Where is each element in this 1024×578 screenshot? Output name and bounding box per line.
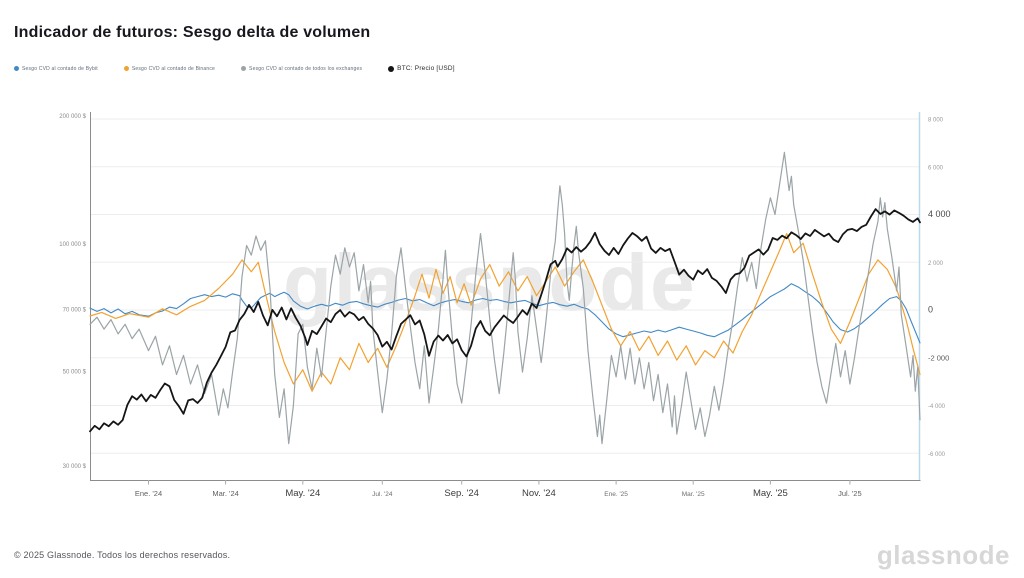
series-cvd-all-line: [89, 151, 921, 445]
left-axis-label: 200 000 $: [59, 114, 86, 120]
legend-item-cvd-binance[interactable]: Sesgo CVD al contado de Binance: [123, 65, 216, 72]
legend-label: Sesgo CVD al contado de todos los exchan…: [249, 65, 363, 72]
legend: Sesgo CVD al contado de Bybit Sesgo CVD …: [14, 65, 455, 72]
legend-label: Sesgo CVD al contado de Bybit: [22, 65, 98, 72]
right-axis-label: 2 000: [928, 261, 944, 267]
x-tick-label: Jul. '24: [372, 491, 393, 498]
right-axis-label: 8 000: [928, 118, 944, 124]
binance-series-dot-icon: [123, 66, 129, 71]
x-tick-label: Sep. '24: [444, 488, 479, 499]
left-axis-label: 100 000 $: [59, 242, 86, 248]
right-axis-label: -2 000: [928, 353, 949, 362]
x-tick-label: May. '25: [753, 488, 788, 499]
glassnode-logo: glassnode: [876, 539, 1010, 570]
series-btc-price-line: [89, 208, 921, 433]
copyright-text: © 2025 Glassnode. Todos los derechos res…: [14, 550, 231, 560]
series-cvd-bybit-line: [89, 283, 921, 344]
x-tick-label: Jul. '25: [838, 489, 862, 498]
legend-item-cvd-bybit[interactable]: Sesgo CVD al contado de Bybit: [14, 66, 98, 72]
x-tick-label: May. '24: [285, 488, 320, 499]
right-axis-label: -6 000: [928, 452, 946, 458]
right-axis-label: 6 000: [928, 165, 944, 171]
left-axis-label: 30 000 $: [63, 464, 87, 470]
legend-label: BTC: Precio [USD]: [397, 65, 455, 72]
right-axis-label: -4 000: [928, 404, 946, 410]
left-axis-label: 50 000 $: [63, 370, 87, 376]
legend-label: Sesgo CVD al contado de Binance: [131, 65, 216, 72]
x-tick-label: Nov. '24: [522, 488, 556, 499]
x-tick-label: Ene. '25: [604, 491, 628, 498]
all-exchanges-series-dot-icon: [241, 66, 247, 71]
btc-series-dot-icon: [388, 65, 395, 72]
legend-item-cvd-all-exchanges[interactable]: Sesgo CVD al contado de todos los exchan…: [241, 66, 362, 72]
x-tick-label: Mar. '25: [682, 491, 705, 498]
right-axis-label: 4 000: [928, 209, 951, 219]
bybit-series-dot-icon: [14, 66, 19, 71]
legend-item-btc-price[interactable]: BTC: Precio [USD]: [388, 65, 455, 72]
x-tick-label: Ene. '24: [135, 489, 162, 498]
left-axis-label: 70 000 $: [63, 308, 87, 314]
right-axis-label: 0: [928, 305, 933, 315]
page-title: Indicador de futuros: Sesgo delta de vol…: [14, 24, 371, 41]
footer: © 2025 Glassnode. Todos los derechos res…: [14, 540, 1010, 570]
series-cvd-binance-line: [89, 233, 921, 392]
x-tick-label: Mar. '24: [212, 489, 238, 498]
